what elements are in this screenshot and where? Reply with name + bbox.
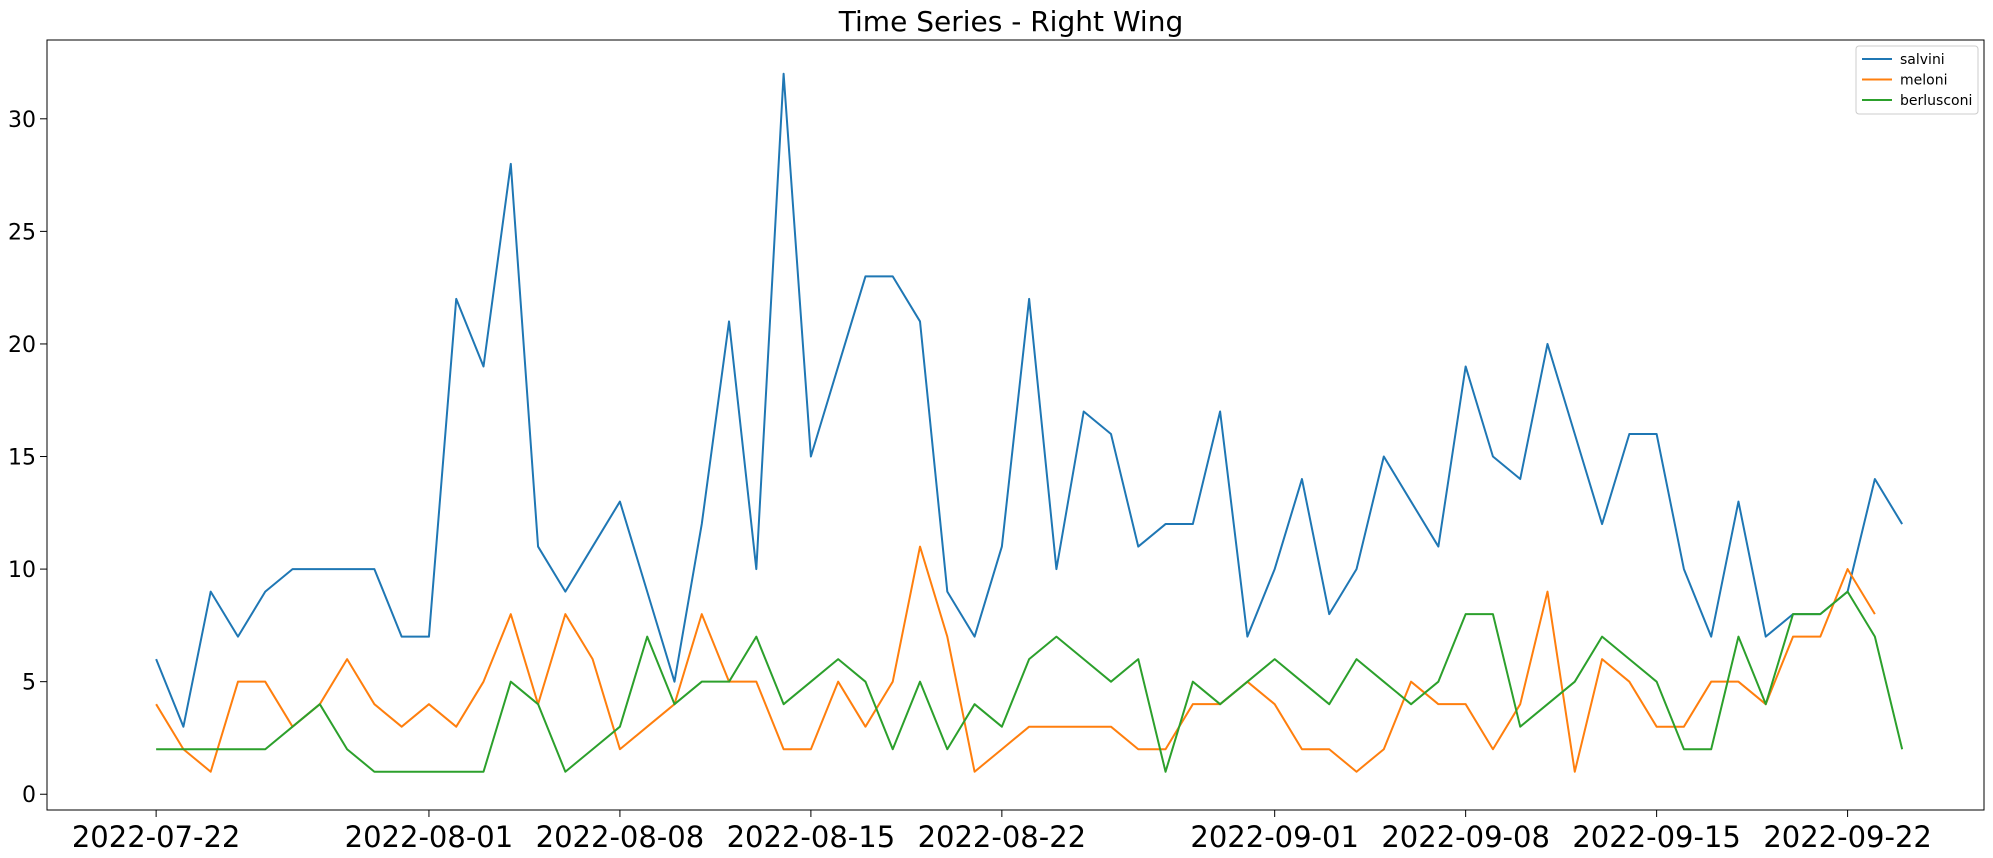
series-line-berlusconi	[156, 590, 1904, 773]
series-line-meloni	[155, 545, 1876, 773]
legend-label-meloni: meloni	[1900, 73, 1947, 89]
chart-title: Time Series - Right Wing	[838, 5, 1183, 38]
y-tick-label: 20	[8, 333, 36, 358]
y-tick-label: 0	[22, 783, 36, 808]
y-tick-label: 30	[8, 108, 36, 133]
series-line-salvini	[155, 72, 1904, 728]
x-tick-label: 2022-08-08	[536, 820, 705, 854]
legend: salvini meloni berlusconi	[1855, 45, 1979, 115]
y-axis: 0 5 10 15 20 25 30	[8, 108, 47, 808]
x-tick-label: 2022-09-01	[1190, 820, 1359, 854]
x-tick-label: 2022-09-15	[1572, 820, 1741, 854]
legend-label-salvini: salvini	[1900, 52, 1945, 68]
x-tick-label: 2022-08-15	[727, 820, 896, 854]
x-tick-label: 2022-09-08	[1381, 820, 1550, 854]
y-tick-label: 5	[22, 671, 36, 696]
x-tick-label: 2022-08-01	[345, 820, 514, 854]
x-axis: 2022-07-22 2022-08-01 2022-08-08 2022-08-15…	[72, 810, 1932, 854]
y-tick-label: 10	[8, 558, 36, 583]
legend-box	[1855, 45, 1979, 115]
legend-label-berlusconi: berlusconi	[1900, 93, 1972, 109]
series-lines	[155, 72, 1904, 773]
y-tick-label: 15	[8, 446, 36, 471]
x-tick-label: 2022-07-22	[72, 820, 241, 854]
x-tick-label: 2022-09-22	[1763, 820, 1932, 854]
x-tick-label: 2022-08-22	[918, 820, 1087, 854]
y-tick-label: 25	[8, 220, 36, 245]
plot-area-frame	[46, 39, 1985, 811]
